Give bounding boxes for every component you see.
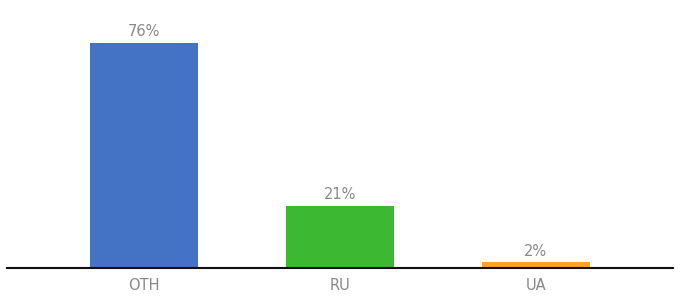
- Bar: [482, 262, 590, 268]
- Bar: [90, 43, 198, 268]
- Text: 2%: 2%: [524, 244, 547, 259]
- Text: 76%: 76%: [128, 24, 160, 39]
- Text: 21%: 21%: [324, 188, 356, 202]
- Bar: [286, 206, 394, 268]
